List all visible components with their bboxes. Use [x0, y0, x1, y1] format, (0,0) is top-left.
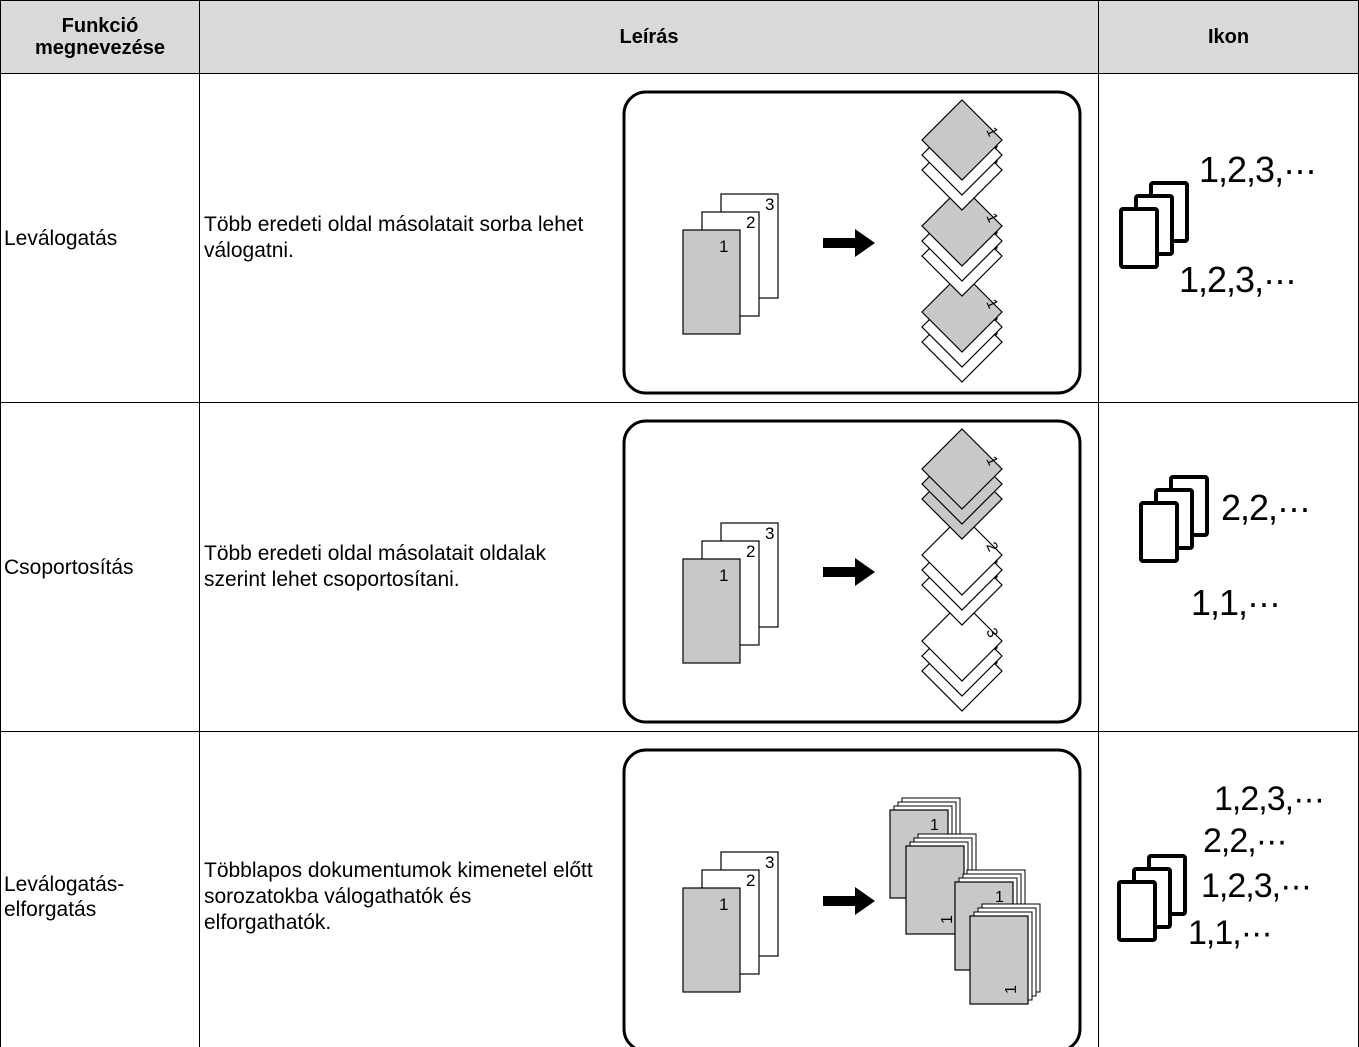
header-text: Ikon — [1207, 26, 1250, 48]
source-page — [682, 229, 741, 335]
arrow — [823, 887, 875, 915]
description-text: Több eredeti oldal másolatait sorba lehe… — [204, 213, 584, 262]
page-number: 3 — [765, 853, 774, 872]
output-sheet — [921, 514, 1003, 596]
function-name-text: Leválogatás-elforgatás — [4, 872, 125, 921]
header-cell: Funkció megnevezése — [0, 0, 200, 74]
function-name: Leválogatás — [0, 74, 200, 403]
sheet-number: 1 — [939, 915, 956, 924]
icon-page — [1119, 207, 1159, 269]
page-number: 2 — [746, 542, 755, 561]
function-name-text: Csoportosítás — [4, 555, 134, 579]
output-sheet — [921, 185, 1003, 267]
frame — [622, 90, 1082, 395]
icon-cell: 1,2,3,··· 1,2,3,··· — [1099, 74, 1359, 403]
icon-label: 1,2,3,··· — [1214, 780, 1324, 818]
icon-label: 2,2,··· — [1221, 487, 1310, 528]
output-sheet — [921, 99, 1003, 181]
output-sheet — [921, 428, 1003, 510]
icon: 1,2,3,··· 1,2,3,··· — [1119, 149, 1317, 300]
output-sheet — [905, 845, 965, 935]
function-name: Csoportosítás — [0, 403, 200, 732]
icon-cell: 2,2,··· 1,1,··· — [1099, 403, 1359, 732]
icon-cell: 1,2,3,··· 2,2,··· 1,2,3,··· 1,1,··· — [1099, 732, 1359, 1047]
frame — [622, 748, 1082, 1047]
description-text: Többlapos dokumentumok kimenetel előtt s… — [204, 858, 593, 934]
page-number: 2 — [746, 871, 755, 890]
description: Több eredeti oldal másolatait oldalak sz… — [200, 403, 1099, 732]
output-sheet — [921, 271, 1003, 353]
sheet-number: 1 — [930, 817, 939, 834]
header-text: Leírás — [619, 26, 679, 48]
icon-page — [1117, 880, 1157, 942]
illustration: 321321321321 — [622, 90, 1082, 395]
source-page — [682, 887, 741, 993]
arrow — [823, 229, 875, 257]
arrow — [823, 558, 875, 586]
output-sheet — [969, 915, 1029, 1005]
source-page — [682, 558, 741, 664]
icon-label: 1,1,··· — [1188, 914, 1272, 952]
icon-label: 1,2,3,··· — [1199, 149, 1316, 190]
frame — [622, 419, 1082, 724]
icon: 1,2,3,··· 2,2,··· 1,2,3,··· 1,1,··· — [1117, 780, 1325, 952]
function-name: Leválogatás-elforgatás — [0, 732, 200, 1047]
function-name-text: Leválogatás — [4, 226, 118, 250]
illustration: 321333222111 — [622, 419, 1082, 724]
icon-label: 2,2,··· — [1203, 822, 1287, 860]
header-text: Funkció megnevezése — [34, 15, 166, 59]
description-text: Több eredeti oldal másolatait oldalak sz… — [204, 542, 547, 591]
header-cell: Ikon — [1099, 0, 1359, 74]
description: Több eredeti oldal másolatait sorba lehe… — [200, 74, 1099, 403]
icon-label: 1,2,3,··· — [1179, 259, 1296, 300]
page-number: 1 — [719, 895, 728, 914]
output-sheet — [921, 600, 1003, 682]
header-cell: Leírás — [200, 0, 1099, 74]
icon: 2,2,··· 1,1,··· — [1139, 475, 1311, 623]
page-number: 2 — [746, 213, 755, 232]
description: Többlapos dokumentumok kimenetel előtt s… — [200, 732, 1099, 1047]
icon-label: 1,2,3,··· — [1201, 867, 1311, 905]
page-number: 1 — [719, 237, 728, 256]
page-number: 3 — [765, 524, 774, 543]
sheet-number: 1 — [1003, 985, 1020, 994]
sheet-number: 1 — [995, 889, 1004, 906]
page-number: 1 — [719, 566, 728, 585]
page-number: 3 — [765, 195, 774, 214]
icon-label: 1,1,··· — [1191, 582, 1280, 623]
icon-page — [1139, 501, 1179, 563]
